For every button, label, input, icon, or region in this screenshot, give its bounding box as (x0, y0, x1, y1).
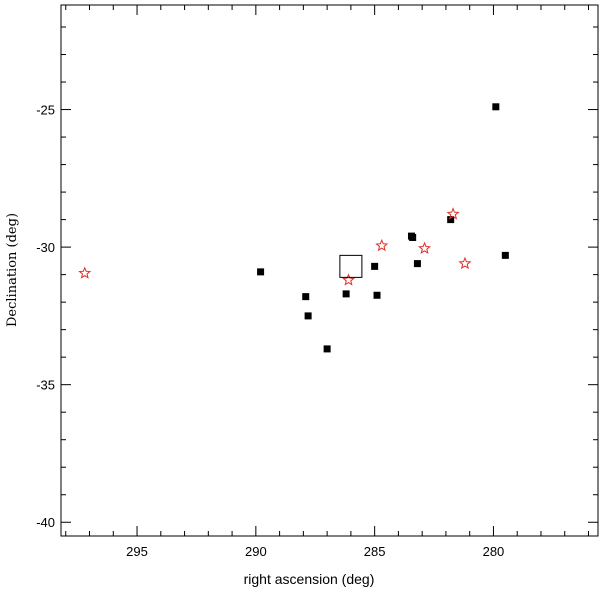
data-point-star (341, 273, 356, 286)
data-point-square (413, 260, 421, 268)
data-point-square (373, 291, 381, 299)
data-point-square (302, 293, 310, 301)
data-point-open-square (339, 254, 363, 278)
y-axis-title: Declination (deg) (5, 213, 20, 327)
y-tick-label: -25 (36, 103, 55, 118)
data-point-square (501, 251, 509, 259)
data-point-square (342, 290, 350, 298)
x-tick-label: 290 (245, 544, 267, 559)
data-point-square (371, 262, 379, 270)
ticks (61, 5, 598, 536)
data-point-star (78, 266, 92, 279)
x-tick-label: 280 (483, 544, 505, 559)
data-point-square (492, 103, 500, 111)
data-point-star (458, 256, 472, 270)
y-tick-label: -40 (36, 515, 55, 530)
y-tick-label: -30 (36, 240, 55, 255)
x-axis-title: right ascension (deg) (244, 571, 375, 587)
data-point-star (418, 241, 432, 255)
markers (78, 103, 509, 353)
data-point-square (323, 345, 331, 353)
data-point-square (409, 233, 417, 241)
tick-labels: 295 290 285 280 -40 -35 -30 -25 (36, 103, 504, 559)
x-tick-label: 295 (126, 544, 148, 559)
data-point-square (447, 216, 455, 224)
data-point-star (375, 238, 389, 252)
y-tick-label: -35 (36, 378, 55, 393)
x-tick-label: 285 (364, 544, 386, 559)
data-point-square (304, 312, 312, 320)
data-point-star (446, 207, 460, 220)
plot-frame (60, 4, 599, 537)
data-point-square (257, 268, 265, 276)
